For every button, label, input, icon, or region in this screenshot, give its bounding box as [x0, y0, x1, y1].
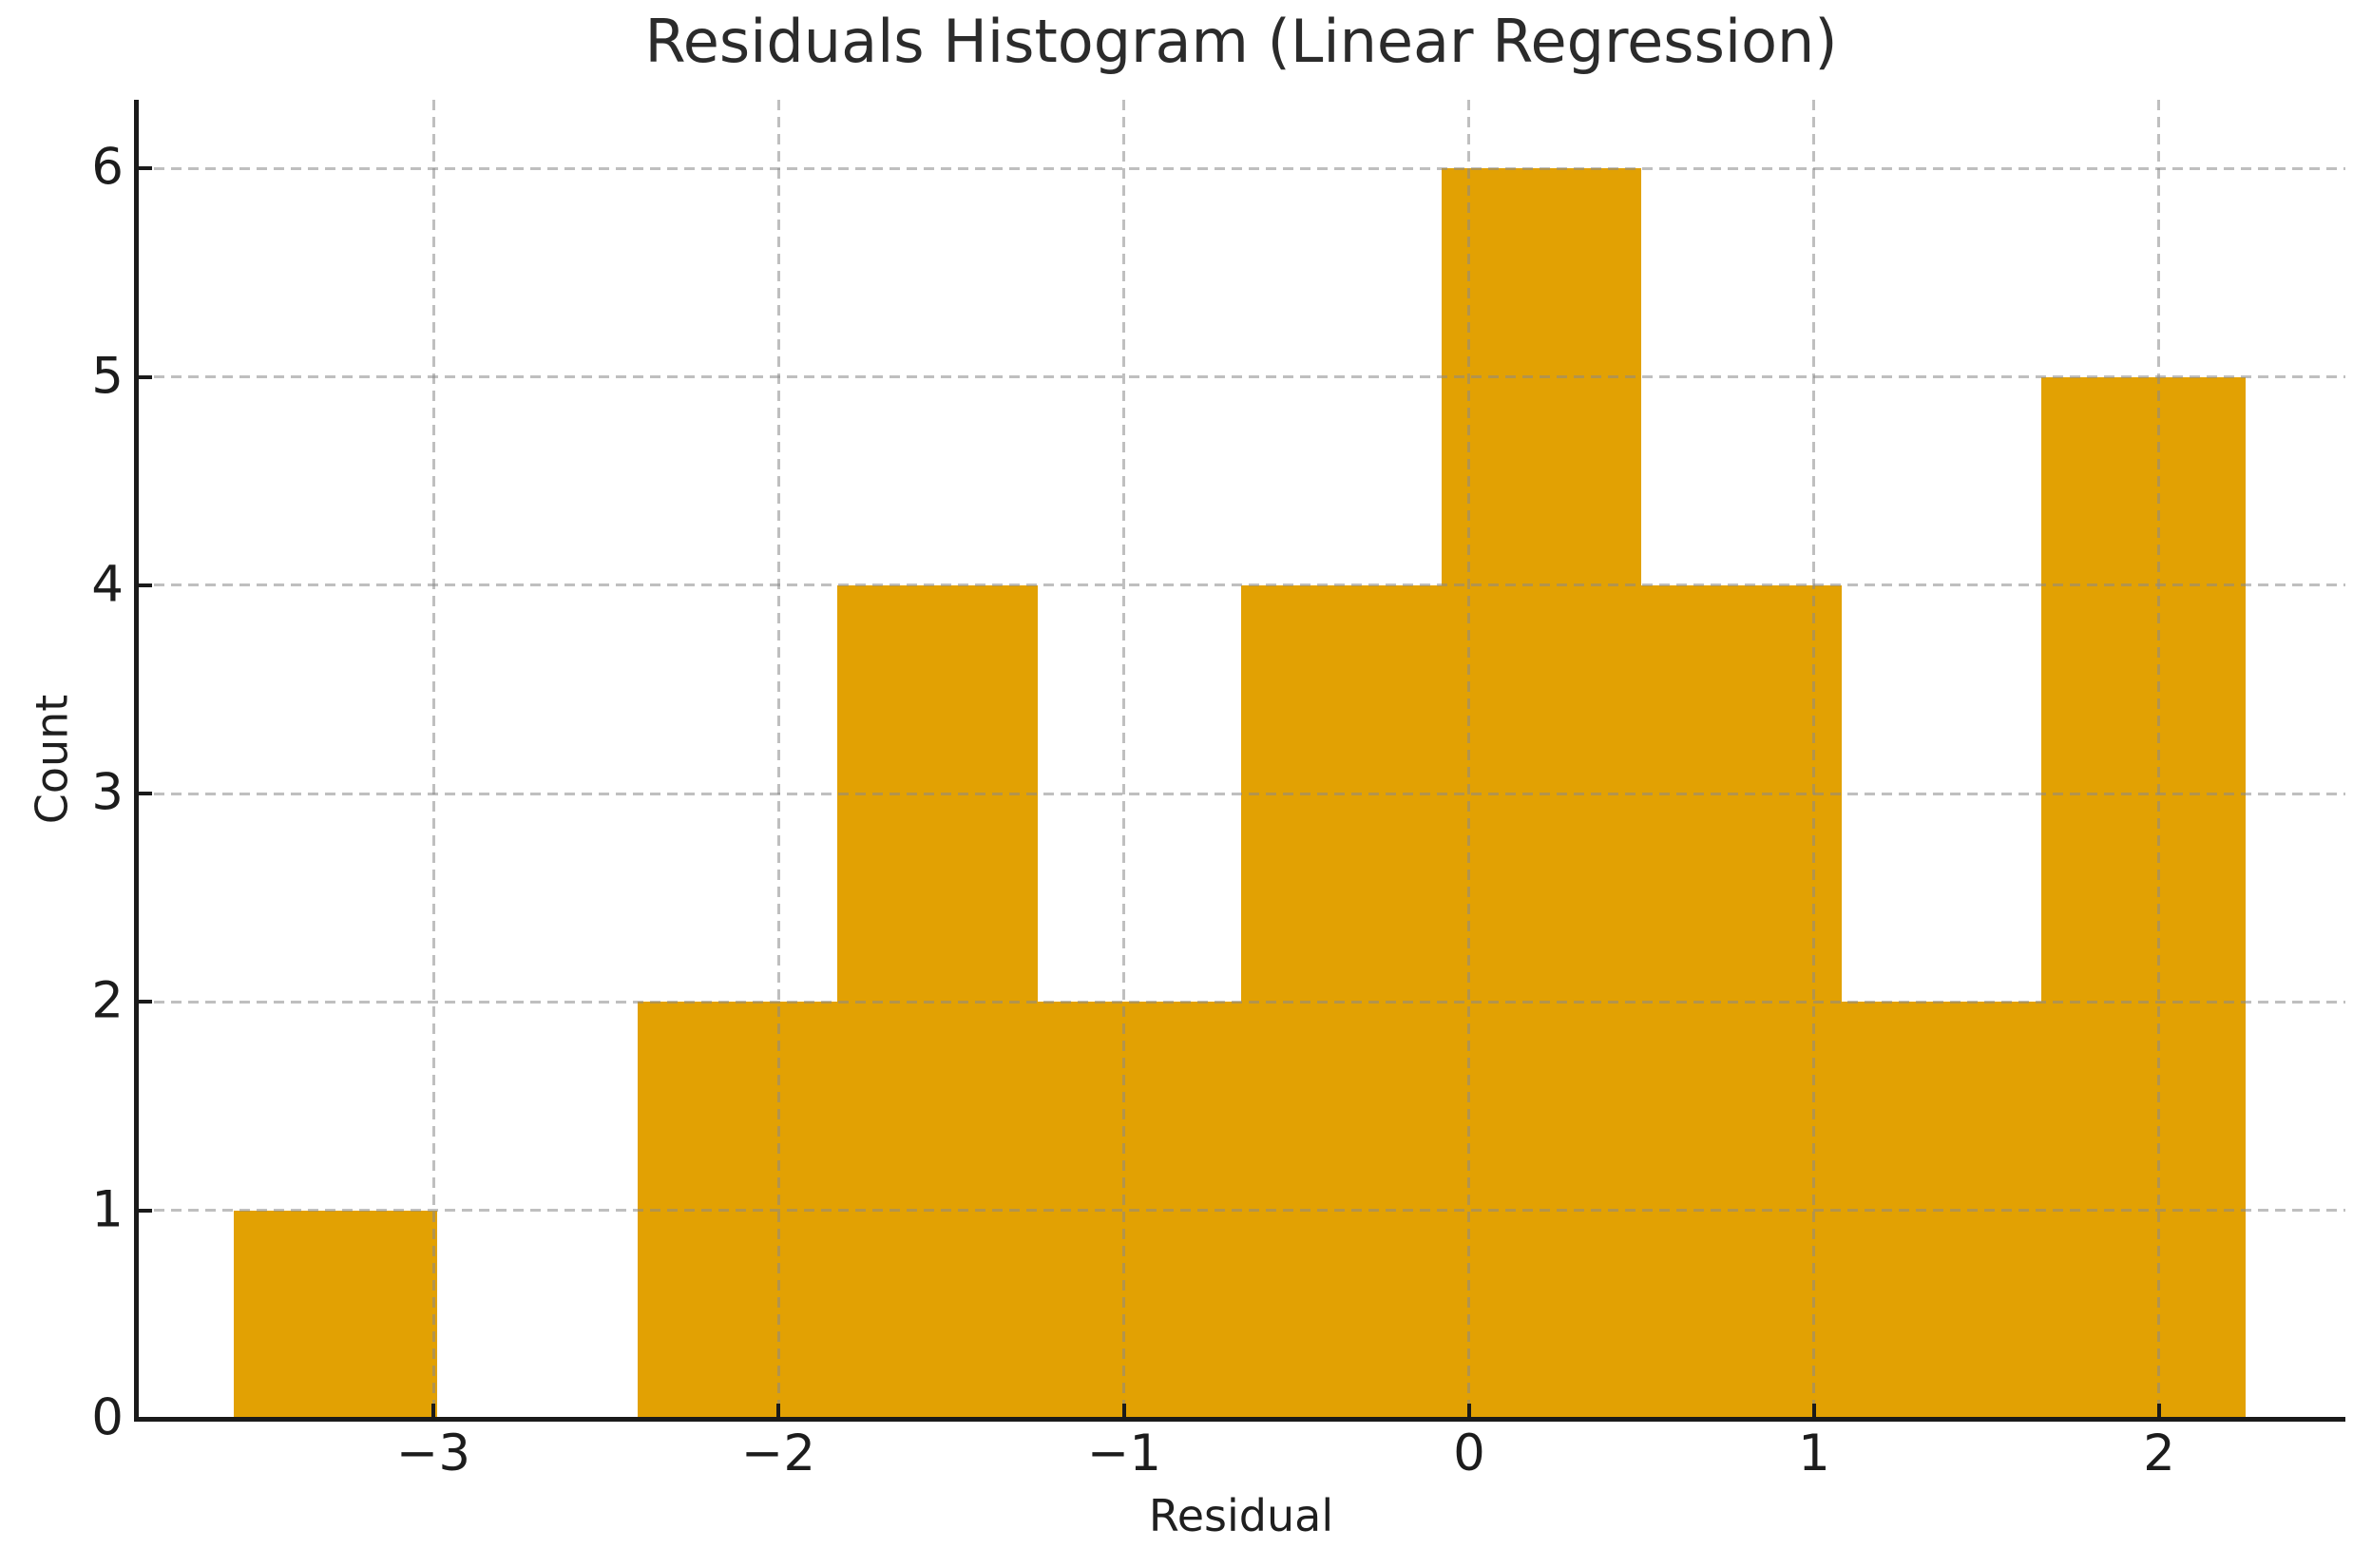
y-tick — [139, 1209, 152, 1213]
x-axis-label: Residual — [1148, 1490, 1334, 1541]
x-tick — [2157, 1404, 2161, 1417]
gridline-vertical — [432, 100, 435, 1416]
y-tick-label: 3 — [91, 763, 124, 822]
x-tick-label: 2 — [2143, 1425, 2175, 1482]
y-tick-label: 5 — [91, 347, 124, 406]
gridline-vertical — [1812, 100, 1815, 1416]
chart-title: Residuals Histogram (Linear Regression) — [644, 7, 1838, 76]
gridline-horizontal — [137, 1001, 2345, 1004]
histogram-bar — [234, 1211, 437, 1419]
y-tick-label: 4 — [91, 555, 124, 614]
y-tick-label: 2 — [91, 971, 124, 1030]
x-tick-label: 1 — [1798, 1425, 1830, 1482]
gridline-horizontal — [137, 1209, 2345, 1212]
gridline-vertical — [1122, 100, 1125, 1416]
x-tick — [1812, 1404, 1816, 1417]
gridline-vertical — [2157, 100, 2160, 1416]
y-tick — [139, 375, 152, 379]
y-tick — [139, 792, 152, 795]
gridline-vertical — [777, 100, 780, 1416]
x-tick-label: −2 — [740, 1425, 816, 1482]
histogram-bar — [2041, 377, 2246, 1419]
y-tick — [139, 1417, 152, 1421]
x-tick-label: 0 — [1453, 1425, 1485, 1482]
gridline-horizontal — [137, 583, 2345, 586]
axis-spine-left — [134, 100, 139, 1422]
gridline-vertical — [1467, 100, 1470, 1416]
x-tick — [431, 1404, 435, 1417]
gridline-horizontal — [137, 375, 2345, 378]
x-tick-label: −1 — [1086, 1425, 1162, 1482]
gridline-horizontal — [137, 167, 2345, 170]
y-tick — [139, 583, 152, 587]
gridline-horizontal — [137, 793, 2345, 795]
y-axis-label: Count — [26, 694, 78, 825]
y-tick-label: 1 — [91, 1180, 124, 1239]
x-tick — [776, 1404, 780, 1417]
y-tick — [139, 1000, 152, 1004]
x-tick — [1122, 1404, 1126, 1417]
axis-spine-bottom — [134, 1417, 2345, 1422]
x-tick — [1467, 1404, 1471, 1417]
y-tick-label: 0 — [91, 1388, 124, 1447]
y-tick — [139, 166, 152, 170]
y-tick-label: 6 — [91, 138, 124, 197]
x-tick-label: −3 — [395, 1425, 471, 1482]
